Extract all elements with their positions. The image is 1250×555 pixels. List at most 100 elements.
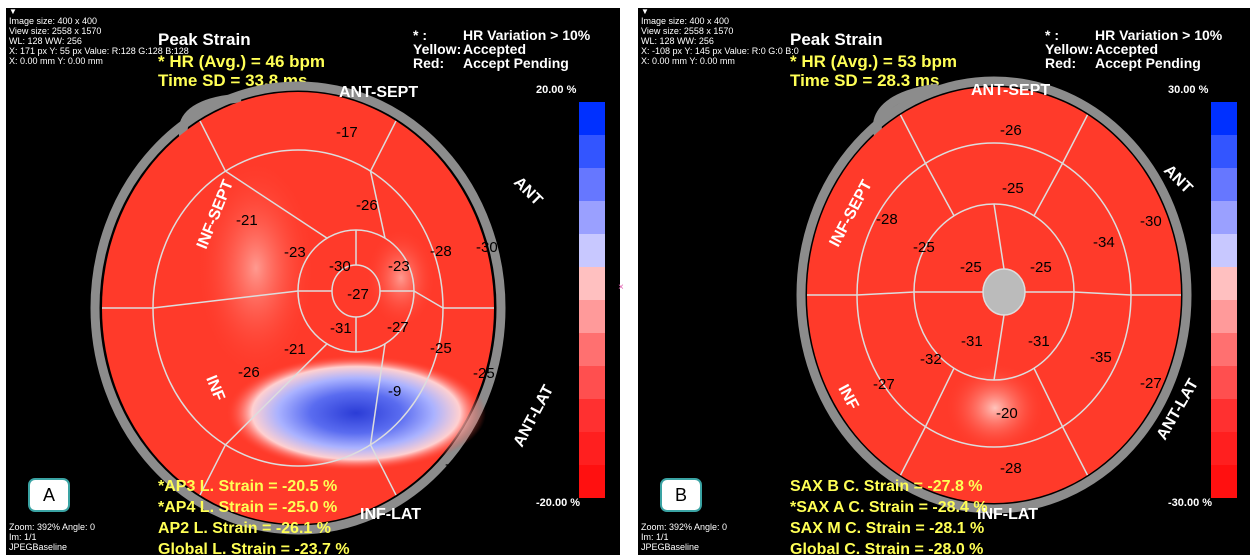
strain-line: AP2 L. Strain = -26.1 % <box>158 520 331 537</box>
segment-label: -27 <box>387 319 409 336</box>
scale-step <box>1211 432 1237 465</box>
meta-line: X: 0.00 mm Y: 0.00 mm <box>641 56 735 66</box>
segment-label: -32 <box>920 351 942 368</box>
wall-label-ant-lat: ANT-LAT <box>511 382 558 450</box>
scale-step <box>579 267 605 300</box>
scale-step <box>579 465 605 498</box>
scale-step <box>1211 201 1237 234</box>
scale-step <box>579 300 605 333</box>
scale-step <box>579 234 605 267</box>
heart-rate: * HR (Avg.) = 46 bpm <box>158 52 326 71</box>
scale-step <box>1211 465 1237 498</box>
scale-step <box>1211 135 1237 168</box>
segment-divider <box>924 367 955 427</box>
strain-summary: SAX B C. Strain = -27.8 % *SAX A C. Stra… <box>790 476 988 555</box>
apex-label: -27 <box>347 286 369 303</box>
wall-label-inf-lat: INF-LAT <box>360 506 421 523</box>
meta-line: Image size: 400 x 400 <box>9 16 98 26</box>
segment-label: -28 <box>876 211 898 228</box>
meta-line: View size: 2558 x 1570 <box>9 26 102 36</box>
segment-divider <box>224 343 328 446</box>
strain-line: SAX B C. Strain = -27.8 % <box>790 478 983 495</box>
segment-label: -21 <box>236 212 258 229</box>
segment-divider <box>413 290 444 309</box>
segment-dividers <box>807 114 1181 476</box>
segment-divider <box>199 120 227 172</box>
scale-step <box>1211 267 1237 300</box>
time-sd: Time SD = 28.3 ms <box>790 71 940 90</box>
scale-min-label: -30.00 % <box>1168 497 1213 509</box>
panel-title: Peak Strain <box>158 30 251 49</box>
meta-line: WL: 128 WW: 256 <box>9 36 82 46</box>
segment-label: -27 <box>1140 375 1162 392</box>
strain-line: SAX M C. Strain = -28.1 % <box>790 520 985 537</box>
segment-label: -28 <box>1000 460 1022 477</box>
segment-divider <box>1061 114 1089 164</box>
panel-title: Peak Strain <box>790 30 883 49</box>
meta-line: WL: 128 WW: 256 <box>641 36 714 46</box>
legend-value: Accept Pending <box>1095 55 1201 71</box>
segment-label: -26 <box>1000 122 1022 139</box>
zoom-line: Zoom: 392% Angle: 0 <box>9 522 96 532</box>
zoom-line: JPEGBaseline <box>9 542 68 552</box>
segment-label: -9 <box>388 383 401 400</box>
segment-divider <box>993 203 1005 270</box>
panel-letter-badge: A <box>28 478 70 512</box>
segment-label: -35 <box>1090 349 1112 366</box>
zoom-info: Zoom: 392% Angle: 0 Im: 1/1 JPEGBaseline <box>641 522 727 552</box>
zoom-line: JPEGBaseline <box>641 542 700 552</box>
zoom-info: Zoom: 392% Angle: 0 Im: 1/1 JPEGBaseline <box>9 522 95 552</box>
segment-label: -23 <box>284 244 306 261</box>
strain-summary: *AP3 L. Strain = -20.5 % *AP4 L. Strain … <box>158 476 350 555</box>
meta-line: X: 171 px Y: 55 px Value: R:128 G:128 B:… <box>9 46 189 56</box>
strain-line: *AP4 L. Strain = -25.0 % <box>158 499 338 516</box>
segment-divider <box>1073 291 1132 296</box>
image-metadata: Image size: 400 x 400 View size: 2558 x … <box>641 16 799 66</box>
low-strain-region <box>226 355 486 471</box>
wall-label-inf-lat: INF-LAT <box>977 506 1038 523</box>
strain-line: Global C. Strain = -28.0 % <box>790 541 984 555</box>
image-metadata: Image size: 400 x 400 View size: 2558 x … <box>9 16 189 66</box>
scale-step <box>1211 366 1237 399</box>
panel-letter-badge: B <box>660 478 702 512</box>
cursor-mark-icon: × <box>618 282 624 293</box>
segment-label: -28 <box>430 243 452 260</box>
legend-value: Accepted <box>1095 41 1159 57</box>
segment-label: -31 <box>1028 333 1050 350</box>
strain-line: *SAX A C. Strain = -28.4 % <box>790 499 988 516</box>
apex-hole <box>982 268 1026 316</box>
pale-region <box>945 363 1045 453</box>
scale-step <box>1211 300 1237 333</box>
scale-step <box>579 399 605 432</box>
segment-divider <box>369 444 397 496</box>
segment-label: -26 <box>356 197 378 214</box>
segment-label: -26 <box>238 364 260 381</box>
segment-label: -30 <box>1140 213 1162 230</box>
marker-icon: ▼ <box>641 8 649 16</box>
segment-divider <box>1033 163 1064 217</box>
legend-key: Yellow: <box>413 41 462 57</box>
scale-step <box>579 201 605 234</box>
outer-ring <box>796 76 1192 514</box>
wall-label-ant: ANT <box>510 174 545 209</box>
scale-step <box>579 135 605 168</box>
legend-key: * : <box>413 27 427 43</box>
bullseye-plot-a: -17 -30 -25 -11 -26 -21 -26 -28 -25 -9 -… <box>90 81 558 535</box>
segment-label: -27 <box>873 376 895 393</box>
segment-label: -25 <box>1030 259 1052 276</box>
legend-key: Yellow: <box>1045 41 1094 57</box>
bullseye-plot-b: -26 -30 -27 -28 -27 -28 -25 -34 -35 -20 … <box>796 76 1202 523</box>
segment-label: -31 <box>961 333 983 350</box>
strain-line: Global L. Strain = -23.7 % <box>158 541 350 555</box>
segment-divider <box>369 343 386 445</box>
meta-line: X: -108 px Y: 145 px Value: R:0 G:0 B:0 <box>641 46 799 56</box>
scale-min-label: -20.00 % <box>536 497 581 509</box>
segment-label: -25 <box>913 239 935 256</box>
segment-label: -23 <box>388 258 410 275</box>
scale-step <box>1211 102 1237 135</box>
marker-icon: ▼ <box>9 8 17 16</box>
scale-step <box>1211 234 1237 267</box>
meta-line: View size: 2558 x 1570 <box>641 26 734 36</box>
meta-line: X: 0.00 mm Y: 0.00 mm <box>9 56 103 66</box>
segment-divider <box>225 170 328 239</box>
